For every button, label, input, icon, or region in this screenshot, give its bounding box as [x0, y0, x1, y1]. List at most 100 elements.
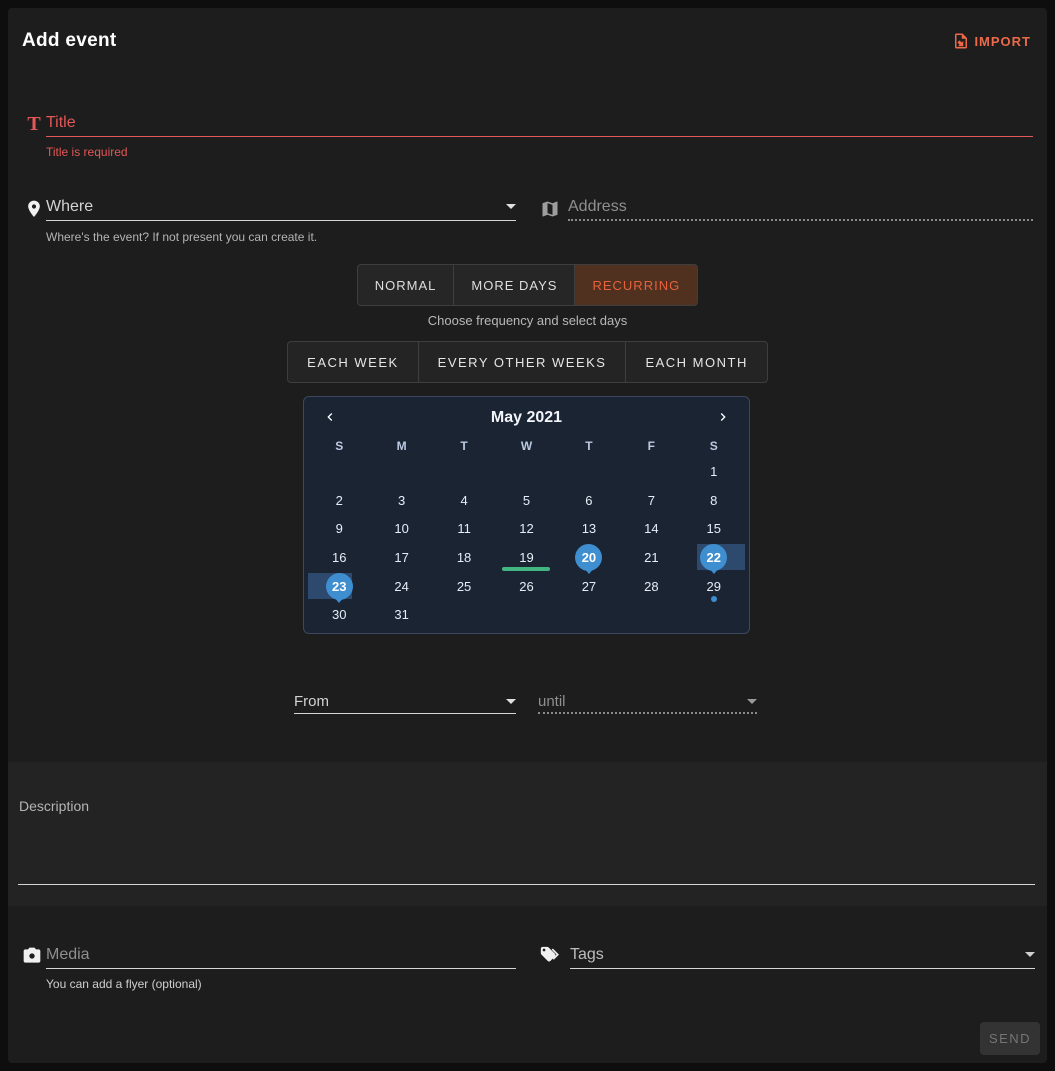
- mode-tab-normal[interactable]: NORMAL: [356, 264, 455, 306]
- calendar-header: May 2021: [308, 401, 745, 435]
- calendar-empty-cell: [620, 457, 682, 486]
- frequency-option-every-other-weeks[interactable]: EVERY OTHER WEEKS: [417, 341, 627, 383]
- until-time-select[interactable]: until: [538, 693, 757, 714]
- chevron-down-icon: [747, 699, 757, 704]
- calendar-day-1[interactable]: 1: [683, 457, 745, 486]
- mode-tab-more-days[interactable]: MORE DAYS: [453, 264, 576, 306]
- day-number: 29: [706, 578, 721, 594]
- calendar-day-17[interactable]: 17: [370, 543, 432, 572]
- calendar-day-25[interactable]: 25: [433, 572, 495, 601]
- day-number: 2: [335, 492, 343, 508]
- calendar-day-29[interactable]: 29: [683, 572, 745, 603]
- frequency-hint: Choose frequency and select days: [427, 313, 628, 328]
- calendar-day-28[interactable]: 28: [620, 572, 682, 601]
- day-number: 22: [706, 549, 721, 565]
- calendar-prev-month-button[interactable]: [316, 403, 344, 431]
- weekday-label: T: [460, 439, 468, 453]
- day-number: 17: [394, 549, 409, 565]
- calendar-day-15[interactable]: 15: [683, 514, 745, 543]
- weekday-label: S: [335, 439, 344, 453]
- day-number: 4: [460, 492, 468, 508]
- chevron-down-icon: [506, 699, 516, 704]
- camera-icon: [20, 944, 44, 968]
- address-placeholder: Address: [568, 198, 627, 215]
- day-number: 7: [647, 492, 655, 508]
- calendar-next-month-button[interactable]: [709, 403, 737, 431]
- calendar-day-3[interactable]: 3: [370, 486, 432, 515]
- calendar-day-27[interactable]: 27: [558, 572, 620, 601]
- calendar-day-26[interactable]: 26: [495, 572, 557, 601]
- calendar-day-21[interactable]: 21: [620, 543, 682, 572]
- day-dot-marker: [710, 596, 717, 603]
- calendar-day-10[interactable]: 10: [370, 514, 432, 543]
- weekday-label: W: [520, 439, 533, 453]
- location-pin-icon: [22, 197, 46, 221]
- day-number: 3: [398, 492, 406, 508]
- calendar-day-23[interactable]: 23: [308, 572, 370, 603]
- calendar-day-18[interactable]: 18: [433, 543, 495, 572]
- media-input[interactable]: Media: [46, 946, 516, 969]
- calendar-day-5[interactable]: 5: [495, 486, 557, 515]
- description-textarea[interactable]: Description: [8, 762, 1047, 906]
- calendar-day-2[interactable]: 2: [308, 486, 370, 515]
- mode-tab-recurring[interactable]: RECURRING: [574, 264, 699, 306]
- day-number: 25: [456, 578, 472, 594]
- calendar-day-22[interactable]: 22: [683, 543, 745, 575]
- map-icon: [538, 197, 562, 221]
- calendar-month-label: May 2021: [490, 409, 563, 426]
- calendar-day-7[interactable]: 7: [620, 486, 682, 515]
- title-icon: T: [27, 112, 41, 135]
- day-number: 31: [394, 607, 409, 623]
- day-number: 8: [710, 492, 718, 508]
- calendar-day-8[interactable]: 8: [683, 486, 745, 515]
- import-button-label: IMPORT: [974, 33, 1031, 49]
- calendar-empty-cell: [558, 457, 620, 486]
- calendar-empty-cell: [620, 600, 682, 629]
- chevron-down-icon: [1025, 952, 1035, 957]
- day-number: 19: [519, 549, 534, 565]
- calendar-day-9[interactable]: 9: [308, 514, 370, 543]
- day-number: 23: [331, 578, 347, 594]
- calendar-day-30[interactable]: 30: [308, 600, 370, 629]
- calendar-day-4[interactable]: 4: [433, 486, 495, 515]
- tags-placeholder: Tags: [570, 946, 604, 963]
- calendar-day-16[interactable]: 16: [308, 543, 370, 572]
- calendar-day-20[interactable]: 20: [558, 543, 620, 575]
- day-number: 1: [710, 463, 718, 479]
- address-input[interactable]: Address: [568, 198, 1033, 221]
- calendar-week-row: 1: [308, 457, 745, 486]
- calendar-day-14[interactable]: 14: [620, 514, 682, 543]
- frequency-option-each-month[interactable]: EACH MONTH: [625, 341, 768, 383]
- calendar-day-31[interactable]: 31: [370, 600, 432, 629]
- calendar-day-13[interactable]: 13: [558, 514, 620, 543]
- media-helper-text: You can add a flyer (optional): [46, 977, 202, 991]
- calendar-day-24[interactable]: 24: [370, 572, 432, 601]
- day-underline-marker: [502, 566, 551, 571]
- tags-select[interactable]: Tags: [570, 946, 1035, 969]
- media-placeholder: Media: [46, 946, 90, 963]
- frequency-option-each-week[interactable]: EACH WEEK: [287, 341, 419, 383]
- calendar-empty-cell: [308, 457, 370, 486]
- description-label: Description: [19, 798, 90, 814]
- where-select[interactable]: Where: [46, 198, 516, 221]
- description-underline: [18, 884, 1035, 885]
- import-button[interactable]: IMPORT: [952, 32, 1031, 50]
- file-import-icon: [952, 32, 970, 50]
- send-button[interactable]: SEND: [980, 1022, 1040, 1055]
- calendar-week-row: 23 24 25 26 27 28 29: [308, 572, 745, 603]
- calendar-day-19[interactable]: 19: [495, 543, 557, 572]
- calendar-day-6[interactable]: 6: [558, 486, 620, 515]
- title-input[interactable]: Title: [46, 114, 1033, 137]
- page-title: Add event: [22, 30, 117, 51]
- calendar-empty-cell: [433, 457, 495, 486]
- where-helper-text: Where's the event? If not present you ca…: [46, 230, 318, 244]
- calendar-day-11[interactable]: 11: [433, 514, 495, 543]
- day-number: 18: [456, 549, 472, 565]
- calendar-day-12[interactable]: 12: [495, 514, 557, 543]
- from-time-select[interactable]: From: [294, 693, 516, 714]
- day-number: 28: [644, 578, 659, 594]
- until-placeholder: until: [538, 693, 566, 710]
- event-mode-tabs: NORMAL MORE DAYS RECURRING: [8, 264, 1047, 306]
